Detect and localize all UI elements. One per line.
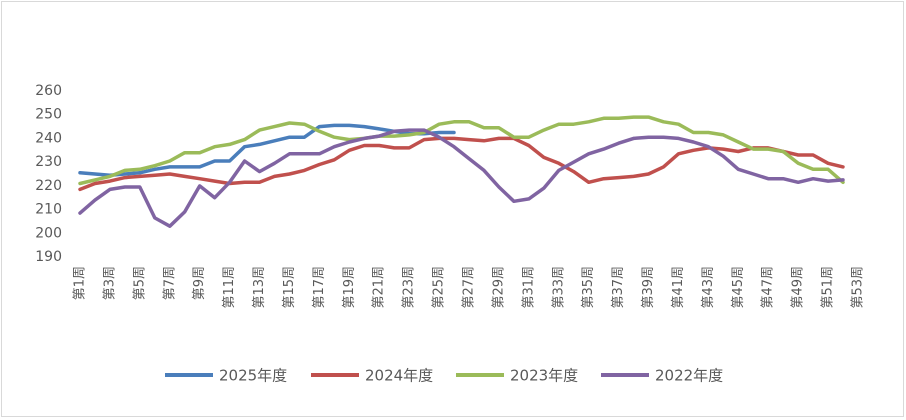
series-line [78, 115, 845, 186]
x-tick-label: 第17周 [312, 266, 327, 309]
x-tick-label: 第5周 [132, 266, 147, 300]
x-tick-label: 第9周 [192, 266, 207, 300]
x-tick-label: 第29周 [491, 266, 506, 309]
x-tick-label: 第21周 [372, 266, 387, 309]
x-tick-label: 第31周 [521, 266, 536, 309]
x-tick-label: 第41周 [671, 266, 686, 309]
y-tick-label: 230 [35, 154, 62, 170]
x-tick-label: 第51周 [821, 266, 836, 309]
x-tick-label: 第27周 [462, 266, 477, 309]
y-tick-label: 210 [35, 202, 62, 218]
x-tick-label: 第35周 [581, 266, 596, 309]
x-tick-label: 第25周 [432, 266, 447, 309]
y-tick-label: 190 [35, 249, 62, 265]
legend-label: 2023年度 [510, 367, 578, 385]
x-tick-label: 第3周 [102, 266, 117, 300]
x-tick-label: 第7周 [162, 266, 177, 300]
x-tick-label: 第39周 [641, 266, 656, 309]
legend-label: 2022年度 [655, 367, 723, 385]
y-tick-label: 240 [35, 130, 62, 146]
x-tick-label: 第1周 [73, 266, 88, 300]
x-tick-label: 第45周 [731, 266, 746, 309]
legend-label: 2024年度 [365, 367, 433, 385]
x-tick-label: 第11周 [222, 266, 237, 309]
x-tick-label: 第33周 [551, 266, 566, 309]
x-tick-label: 第43周 [701, 266, 716, 309]
series-line [78, 128, 845, 228]
x-tick-label: 第15周 [282, 266, 297, 309]
x-tick-label: 第23周 [402, 266, 417, 309]
legend-label: 2025年度 [219, 367, 287, 385]
y-tick-label: 250 [35, 107, 62, 123]
x-tick-label: 第49周 [791, 266, 806, 309]
y-tick-label: 220 [35, 178, 62, 194]
x-tick-label: 第19周 [342, 266, 357, 309]
x-tick-label: 第53周 [851, 266, 866, 309]
x-tick-label: 第13周 [252, 266, 267, 309]
x-tick-label: 第47周 [761, 266, 776, 309]
series-line [78, 136, 845, 192]
y-tick-label: 260 [35, 83, 62, 99]
x-tick-label: 第37周 [611, 266, 626, 309]
y-tick-label: 200 [35, 225, 62, 241]
